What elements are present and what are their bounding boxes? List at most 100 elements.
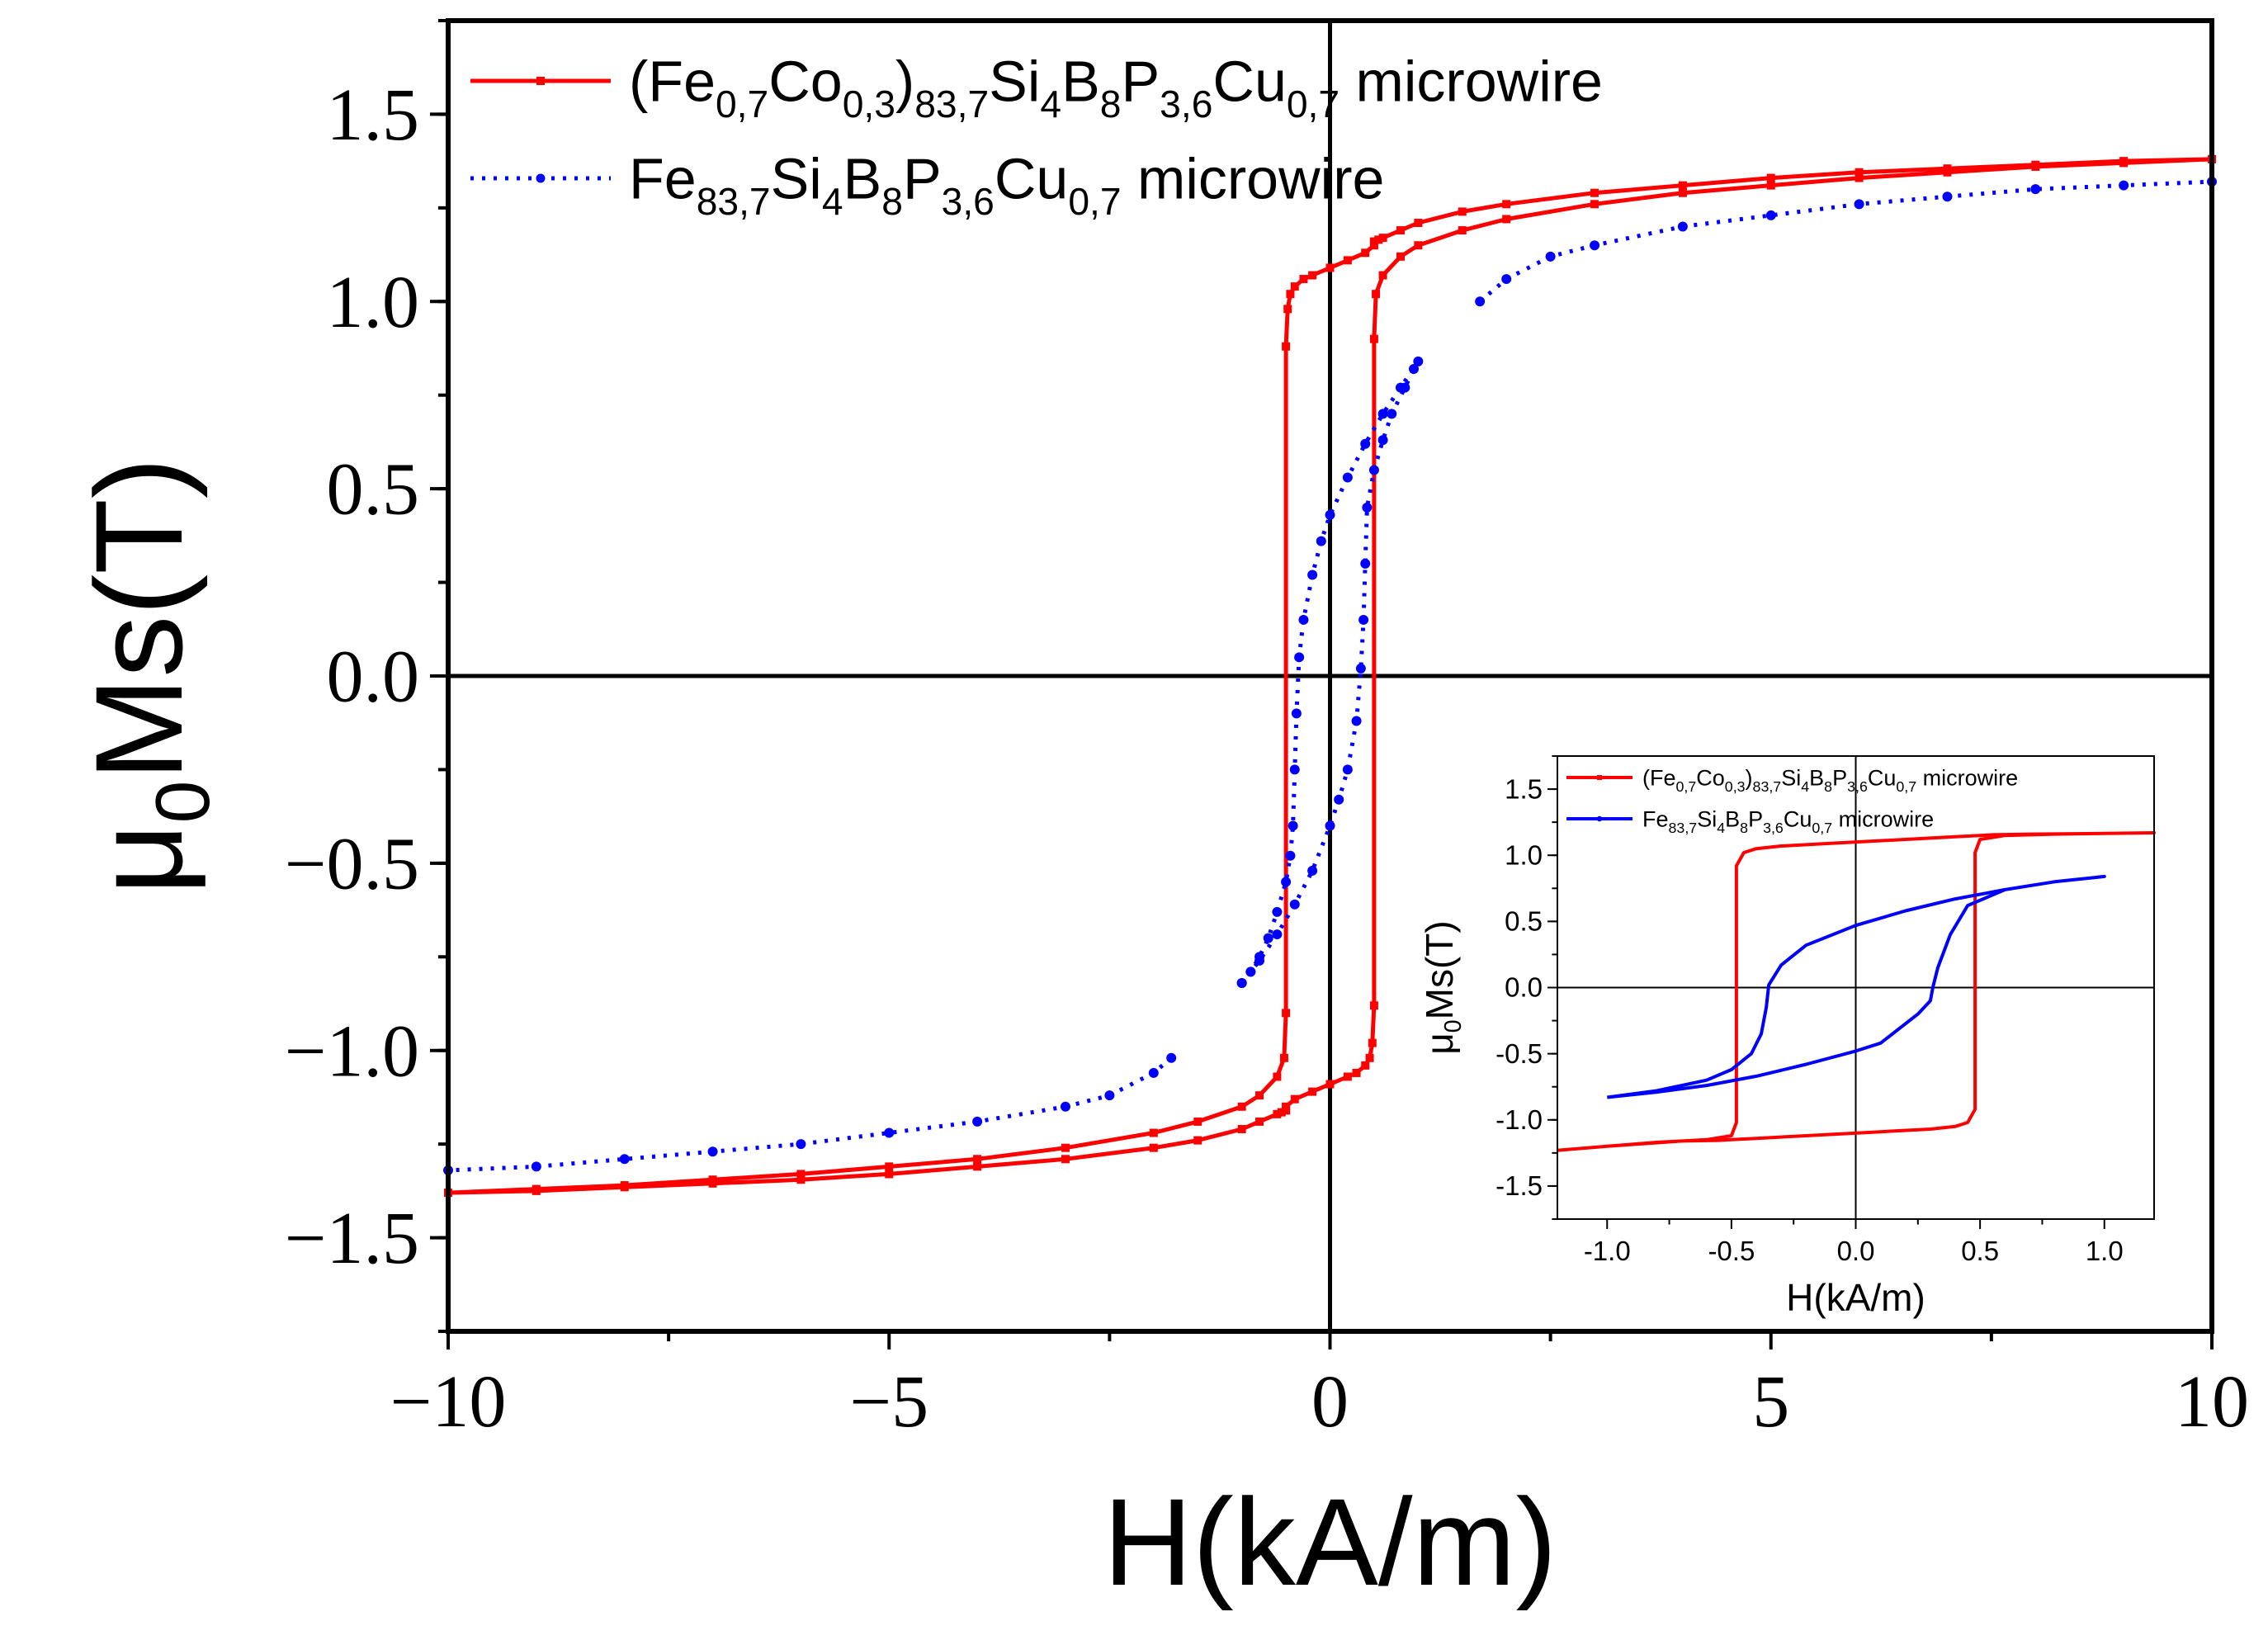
legend-subscript: 0,7 — [1676, 778, 1697, 795]
x-tick-label: 1.0 — [2086, 1236, 2124, 1266]
series-marker — [1277, 1108, 1286, 1117]
series-marker — [796, 1175, 806, 1184]
series-marker — [1377, 435, 1388, 446]
y-axis-title-unit: Ms(T) — [1418, 920, 1461, 1019]
series-line-3 — [447, 1056, 1173, 1173]
series-marker — [707, 1146, 718, 1157]
series-marker — [1291, 708, 1302, 719]
series-marker — [1272, 929, 1283, 940]
legend-text: Cu — [1212, 50, 1286, 114]
legend-text: Cu — [1784, 806, 1812, 831]
series-marker — [1236, 978, 1247, 989]
series-marker — [1414, 241, 1423, 250]
series-marker — [1193, 1136, 1203, 1145]
x-tick-label: 0.5 — [1961, 1236, 1999, 1266]
legend-text: microwire — [1340, 50, 1603, 114]
legend-text: (Fe — [629, 50, 716, 114]
series-marker — [1362, 502, 1373, 513]
series-marker — [1358, 614, 1369, 625]
series-marker — [1502, 215, 1511, 224]
y-tick-label: 1.0 — [1505, 839, 1543, 870]
x-axis-title: H(kA/m) — [1103, 1472, 1557, 1611]
series-marker — [1377, 409, 1388, 419]
series-marker — [1369, 334, 1378, 343]
legend-subscript: 0,7 — [1287, 83, 1340, 125]
series-marker — [1286, 290, 1295, 299]
series-marker — [1369, 237, 1378, 246]
series-marker — [1282, 342, 1291, 351]
series-marker — [1279, 1053, 1288, 1062]
series-marker — [619, 1154, 630, 1165]
series-marker — [1545, 251, 1556, 262]
series-marker — [972, 1116, 983, 1127]
series-marker — [1316, 536, 1326, 546]
series-marker — [1245, 967, 1256, 977]
series-marker — [1281, 877, 1292, 887]
legend-subscript: 0,3 — [843, 83, 895, 125]
legend-subscript: 0,7 — [1068, 180, 1121, 223]
series-marker — [1475, 296, 1486, 307]
series-marker — [2119, 180, 2129, 191]
series-marker — [1273, 1109, 1282, 1118]
series-marker — [1374, 235, 1383, 244]
series-marker — [1343, 1072, 1352, 1081]
series-marker — [1273, 1072, 1282, 1081]
legend-marker — [536, 77, 545, 85]
legend-subscript: 0,7 — [1812, 820, 1832, 836]
y-axis-title-subscript: 0 — [139, 781, 225, 824]
legend-text: B — [1061, 50, 1100, 114]
series-marker — [1298, 614, 1309, 625]
series-marker — [884, 1127, 895, 1138]
series-marker — [1061, 1155, 1070, 1164]
y-tick-label: -0.5 — [1495, 1038, 1543, 1069]
series-marker — [1294, 652, 1305, 663]
legend-subscript: 4 — [1040, 83, 1061, 125]
series-line-1 — [1607, 874, 2106, 1099]
y-tick-label: 0.5 — [1505, 906, 1543, 937]
series-marker — [1361, 1061, 1370, 1070]
y-tick-label: 0.0 — [1505, 972, 1543, 1003]
series-marker — [973, 1155, 982, 1164]
series-marker — [1766, 173, 1775, 182]
legend-text: microwire — [1916, 765, 2018, 790]
series-marker — [1590, 200, 1599, 209]
series-marker — [1308, 1087, 1317, 1096]
legend-text: microwire — [1832, 806, 1934, 831]
legend-subscript: 3,6 — [1847, 778, 1868, 795]
series-marker — [1254, 955, 1265, 966]
legend-text: ) — [895, 50, 914, 114]
legend-subscript: 0,7 — [1896, 778, 1916, 795]
y-tick-label: −1.5 — [285, 1198, 419, 1279]
series-marker — [1255, 1117, 1264, 1126]
y-axis-title: μ0Ms(T) — [69, 457, 225, 895]
legend-subscript: 8 — [1824, 778, 1832, 795]
series-marker — [1290, 282, 1299, 291]
series-marker — [1360, 558, 1371, 569]
series-marker — [1282, 1009, 1291, 1018]
series-marker — [1104, 1090, 1115, 1101]
y-tick-label: -1.0 — [1495, 1104, 1543, 1135]
y-axis-title-subscript: 0 — [1440, 1019, 1467, 1033]
series-marker — [1458, 226, 1467, 235]
series-marker — [1355, 663, 1366, 674]
series-marker — [1255, 1091, 1264, 1100]
series-marker — [1409, 363, 1420, 374]
legend-subscript: 4 — [1717, 820, 1725, 836]
series-marker — [1282, 1106, 1291, 1115]
series-marker — [1765, 210, 1776, 220]
series-marker — [1149, 1143, 1158, 1152]
series-marker — [1325, 820, 1335, 831]
series-marker — [1372, 290, 1381, 299]
series-marker — [1369, 1001, 1378, 1010]
x-axis-title: H(kA/m) — [1786, 1276, 1925, 1319]
series-marker — [1307, 865, 1318, 876]
legend-subscript: 4 — [1801, 778, 1809, 795]
y-tick-label: 0.0 — [327, 636, 420, 718]
series-marker — [1308, 271, 1317, 280]
series-marker — [1193, 1117, 1203, 1126]
legend-text: Si — [771, 147, 822, 211]
legend-text: P — [1121, 50, 1160, 114]
legend-label: Fe83,7Si4B8P3,6Cu0,7 microwire — [1642, 806, 1934, 836]
y-tick-label: 1.0 — [327, 262, 420, 343]
